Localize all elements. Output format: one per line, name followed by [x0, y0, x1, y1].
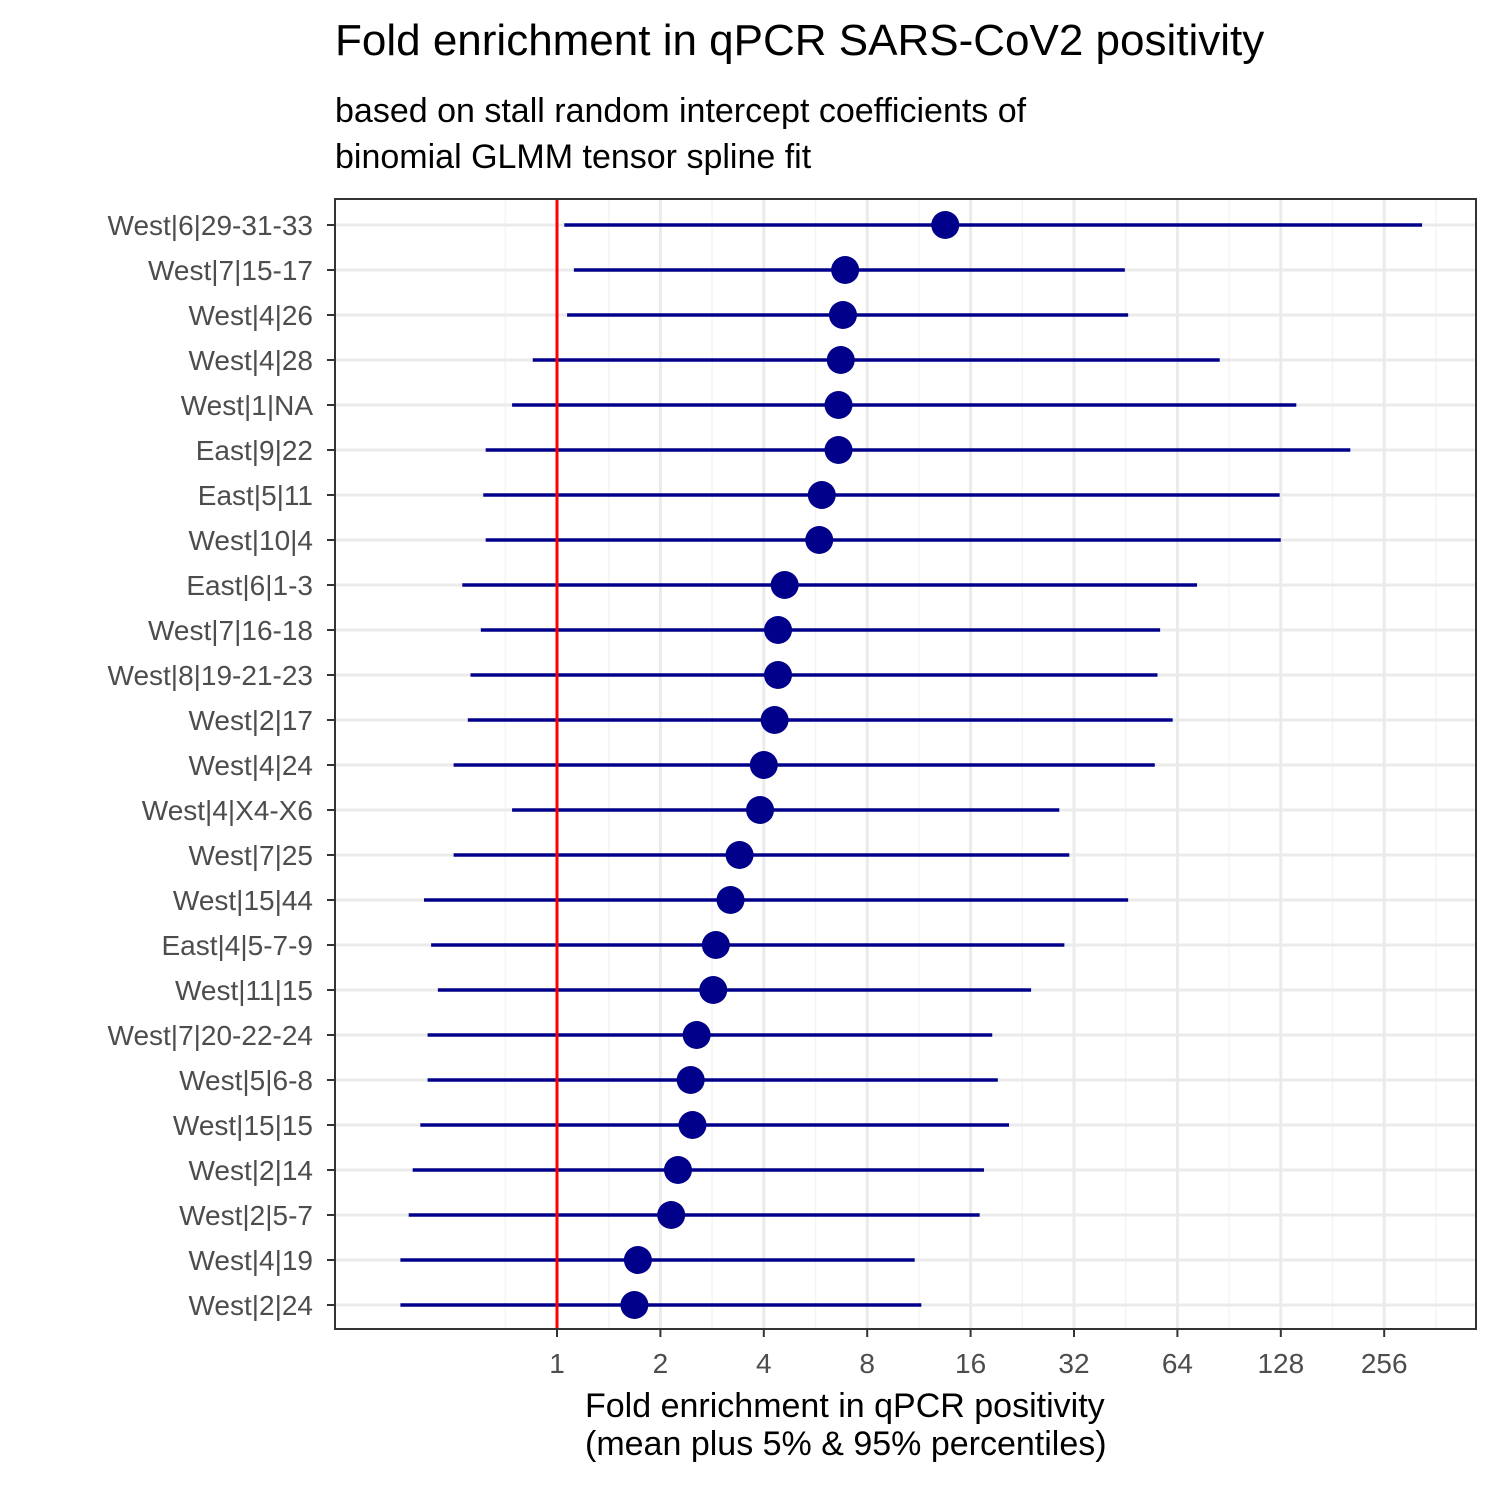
y-tick-label: West|4|19 — [188, 1245, 313, 1276]
x-tick-label: 4 — [756, 1348, 772, 1379]
mean-point — [764, 661, 793, 689]
x-tick-label: 8 — [859, 1348, 875, 1379]
x-tick-labels: 1 2 4 8 16 32 64 128 256 — [549, 1329, 1408, 1379]
y-tick-label: West|2|17 — [188, 705, 313, 736]
mean-point — [682, 1021, 711, 1049]
y-tick-label: West|7|16-18 — [148, 615, 313, 646]
y-tick-label: West|6|29-31-33 — [108, 210, 313, 241]
mean-point — [699, 976, 728, 1004]
x-axis-label-line1: Fold enrichment in qPCR positivity — [585, 1387, 1105, 1425]
y-tick-label: West|8|19-21-23 — [108, 660, 313, 691]
x-tick-label: 16 — [955, 1348, 986, 1379]
mean-point — [716, 886, 745, 914]
x-tick-label: 128 — [1257, 1348, 1304, 1379]
chart-subtitle: based on stall random intercept coeffici… — [335, 92, 1027, 176]
y-tick-label: West|2|5-7 — [179, 1200, 313, 1231]
x-axis-label-line2: (mean plus 5% & 95% percentiles) — [585, 1425, 1107, 1463]
mean-point — [770, 571, 799, 599]
x-tick-label: 2 — [653, 1348, 669, 1379]
y-tick-label: West|1|NA — [181, 390, 314, 421]
y-tick-label: West|7|15-17 — [148, 255, 313, 286]
y-tick-label: West|4|24 — [188, 750, 313, 781]
mean-point — [701, 931, 730, 959]
y-tick-label: West|7|20-22-24 — [108, 1020, 313, 1051]
y-tick-label: West|5|6-8 — [179, 1065, 313, 1096]
mean-point — [657, 1201, 686, 1229]
y-tick-label: West|4|X4-X6 — [142, 795, 313, 826]
x-tick-label: 64 — [1162, 1348, 1193, 1379]
y-tick-label: East|5|11 — [198, 480, 313, 511]
y-tick-label: West|4|28 — [188, 345, 313, 376]
x-tick-label: 32 — [1058, 1348, 1089, 1379]
y-tick-label: West|15|15 — [173, 1110, 313, 1141]
mean-point — [824, 391, 853, 419]
x-tick-label: 256 — [1361, 1348, 1408, 1379]
mean-point — [663, 1156, 692, 1184]
mean-point — [764, 616, 793, 644]
mean-point — [676, 1066, 705, 1094]
mean-point — [931, 211, 960, 239]
y-tick-labels: West|6|29-31-33 West|7|15-17 West|4|26 West… — [108, 210, 335, 1321]
mean-point — [678, 1111, 707, 1139]
x-tick-label: 1 — [549, 1348, 565, 1379]
y-tick-label: West|4|26 — [188, 300, 313, 331]
mean-point — [807, 481, 836, 509]
mean-point — [746, 796, 775, 824]
mean-point — [725, 841, 754, 869]
mean-point — [749, 751, 778, 779]
y-tick-label: West|2|24 — [188, 1290, 313, 1321]
y-tick-label: East|4|5-7-9 — [161, 930, 313, 961]
mean-point — [828, 301, 857, 329]
y-tick-label: East|6|1-3 — [186, 570, 313, 601]
chart-title: Fold enrichment in qPCR SARS-CoV2 positi… — [335, 16, 1265, 65]
mean-point — [831, 256, 860, 284]
mean-point — [805, 526, 834, 554]
y-tick-label: West|11|15 — [175, 975, 313, 1006]
mean-point — [824, 436, 853, 464]
mean-point — [826, 346, 855, 374]
y-tick-label: West|10|4 — [188, 525, 313, 556]
mean-point — [760, 706, 789, 734]
mean-point — [623, 1246, 652, 1274]
mean-points — [620, 211, 960, 1319]
mean-point — [620, 1291, 649, 1319]
y-tick-label: East|9|22 — [196, 435, 313, 466]
y-tick-label: West|15|44 — [173, 885, 313, 916]
y-tick-label: West|2|14 — [188, 1155, 313, 1186]
y-tick-label: West|7|25 — [188, 840, 313, 871]
